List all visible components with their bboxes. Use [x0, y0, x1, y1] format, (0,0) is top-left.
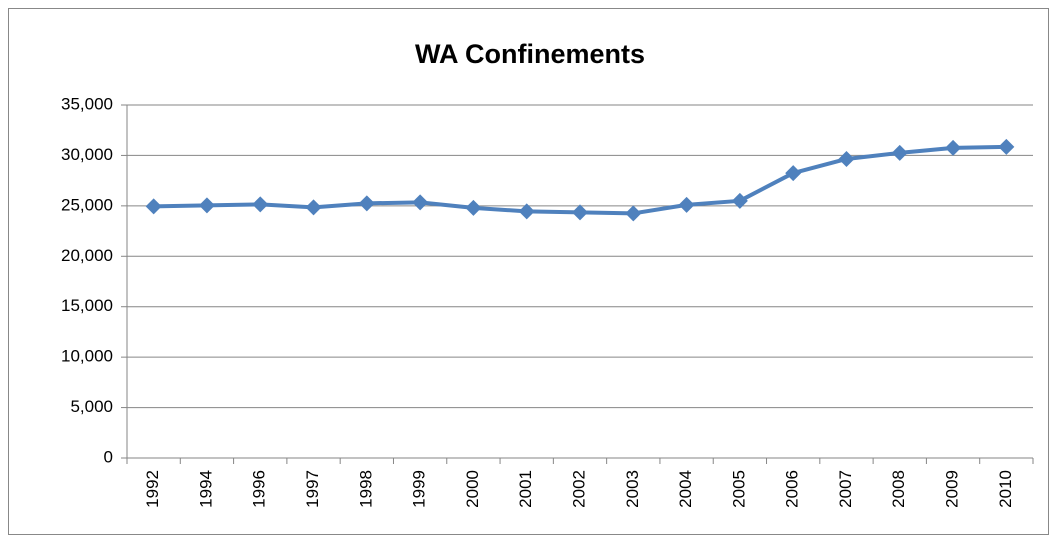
x-tick-label: 1999: [410, 470, 429, 508]
data-point: [998, 138, 1015, 155]
chart-title: WA Confinements: [415, 39, 645, 69]
y-tick-label: 30,000: [61, 145, 113, 164]
data-point: [572, 204, 588, 221]
data-point: [678, 196, 695, 213]
x-tick-label: 2001: [516, 470, 535, 508]
x-tick-label: 2005: [729, 470, 748, 508]
data-point: [891, 144, 908, 161]
data-point: [358, 195, 375, 212]
data-point: [625, 205, 642, 222]
x-tick-label: 2009: [943, 470, 962, 508]
chart-frame: [8, 8, 1049, 535]
x-tick-label: 1994: [196, 470, 215, 508]
y-tick-label: 15,000: [61, 296, 113, 315]
data-point: [518, 203, 535, 220]
x-tick-label: 2006: [783, 470, 802, 508]
x-tick-label: 2004: [676, 470, 695, 508]
y-tick-label: 10,000: [61, 347, 113, 366]
data-point: [731, 192, 748, 209]
x-tick-label: 1998: [356, 470, 375, 508]
data-point: [412, 194, 429, 211]
data-point: [785, 165, 802, 182]
x-tick-label: 2007: [836, 470, 855, 508]
y-tick-label: 25,000: [61, 195, 113, 214]
data-point: [198, 197, 215, 214]
x-tick-label: 2002: [569, 470, 588, 508]
data-point: [145, 198, 162, 215]
x-tick-label: 1996: [250, 470, 269, 508]
data-point: [945, 139, 962, 156]
x-tick-label: 2010: [996, 470, 1015, 508]
x-tick-label: 2003: [623, 470, 642, 508]
y-tick-label: 35,000: [61, 94, 113, 113]
data-point: [838, 150, 855, 167]
y-tick-label: 20,000: [61, 246, 113, 265]
data-point: [252, 196, 269, 213]
y-tick-label: 5,000: [70, 397, 113, 416]
data-point: [465, 199, 482, 216]
x-tick-label: 1992: [143, 470, 162, 508]
x-tick-label: 2000: [463, 470, 482, 508]
data-point: [305, 199, 322, 216]
x-tick-label: 1997: [303, 470, 322, 508]
x-tick-label: 2008: [889, 470, 908, 508]
y-tick-label: 0: [104, 447, 113, 466]
